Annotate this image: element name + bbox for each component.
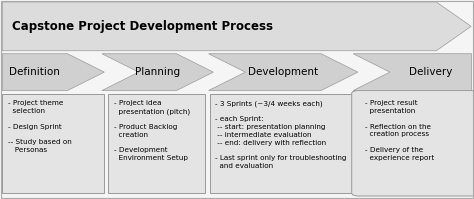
Polygon shape (353, 54, 472, 91)
FancyBboxPatch shape (210, 94, 354, 193)
Polygon shape (209, 54, 358, 91)
Text: - Project theme
  selection

- Design Sprint

-- Study based on
   Personas: - Project theme selection - Design Sprin… (8, 100, 72, 153)
Text: - Project idea
  presentation (pitch)

- Product Backlog
  creation

- Developme: - Project idea presentation (pitch) - Pr… (114, 100, 190, 161)
Polygon shape (2, 2, 471, 51)
FancyBboxPatch shape (108, 94, 205, 193)
Text: - 3 Sprints (~3/4 weeks each)

- each Sprint:
 -- start: presentation planning
 : - 3 Sprints (~3/4 weeks each) - each Spr… (215, 100, 346, 169)
FancyBboxPatch shape (2, 94, 104, 193)
Text: - Project result
  presentation

- Reflection on the
  creation process

- Deliv: - Project result presentation - Reflecti… (365, 100, 434, 161)
Polygon shape (2, 54, 104, 91)
Text: Development: Development (248, 67, 318, 77)
Polygon shape (102, 54, 213, 91)
Text: Capstone Project Development Process: Capstone Project Development Process (12, 20, 273, 33)
Text: Delivery: Delivery (409, 67, 453, 77)
Text: Planning: Planning (135, 67, 180, 77)
Text: Definition: Definition (9, 67, 60, 77)
FancyBboxPatch shape (352, 91, 474, 196)
